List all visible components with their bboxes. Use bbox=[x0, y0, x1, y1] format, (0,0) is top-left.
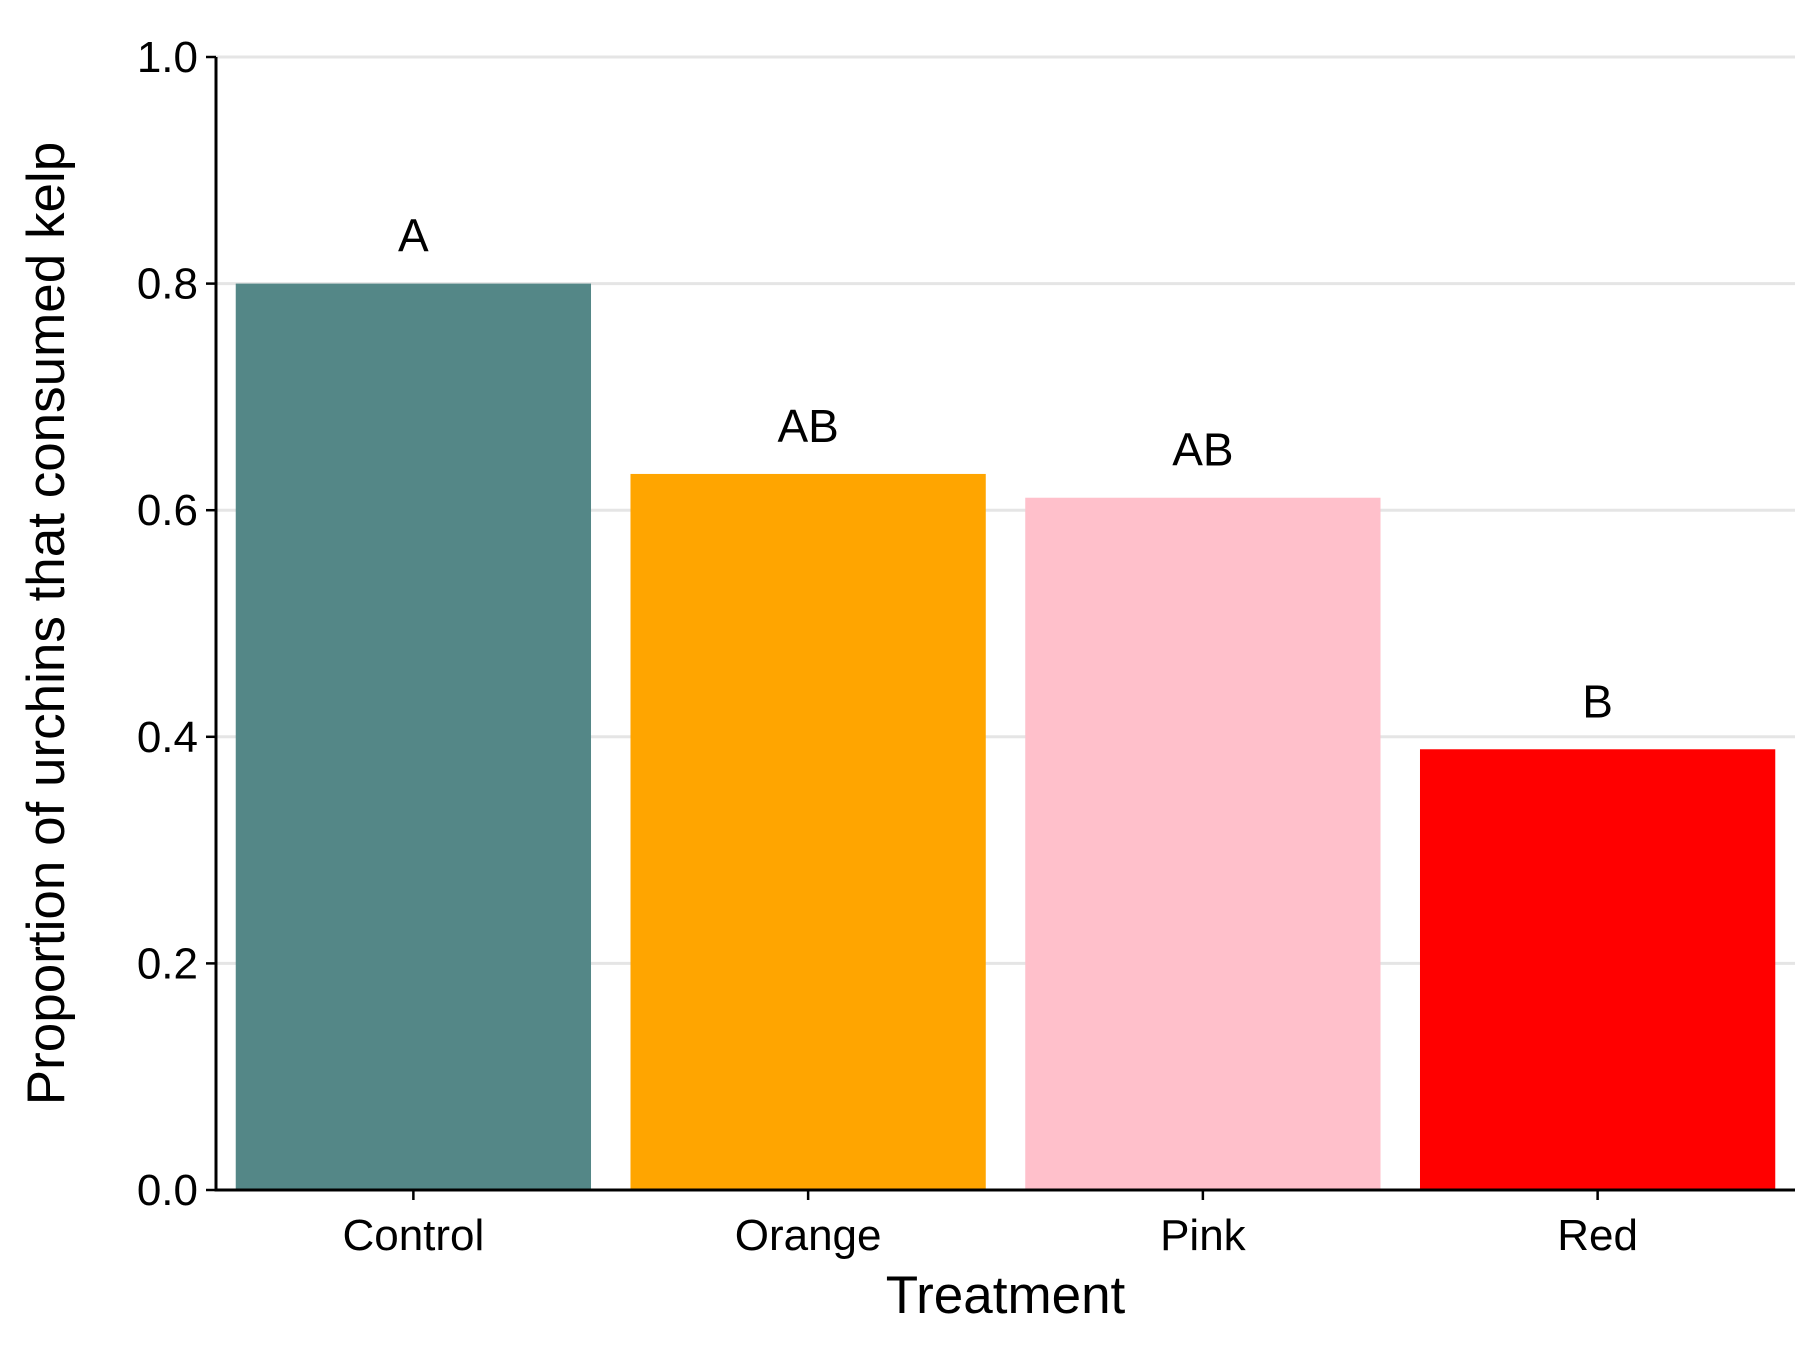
x-tick-label: Control bbox=[342, 1211, 484, 1260]
x-tick-label: Pink bbox=[1160, 1211, 1247, 1260]
bar-control bbox=[235, 283, 592, 1191]
bar-annotation: A bbox=[398, 210, 429, 262]
bar-annotation: AB bbox=[1172, 424, 1233, 476]
x-ticks: Control Orange Pink Red bbox=[342, 1190, 1638, 1260]
y-axis-title: Proportion of urchins that consumed kelp bbox=[17, 142, 76, 1105]
bar-pink bbox=[1025, 497, 1381, 1190]
x-axis-title: Treatment bbox=[886, 1266, 1126, 1325]
y-ticks: 0.0 0.2 0.4 0.6 0.8 1.0 bbox=[137, 33, 216, 1215]
y-tick-label: 1.0 bbox=[137, 33, 198, 82]
bars bbox=[235, 283, 1776, 1191]
bar-orange bbox=[630, 473, 986, 1191]
axes bbox=[214, 57, 1795, 1192]
y-tick-label: 0.0 bbox=[137, 1166, 198, 1215]
x-tick-label: Red bbox=[1557, 1211, 1638, 1260]
bar-annotation: AB bbox=[777, 400, 838, 452]
bar-annotation: B bbox=[1582, 675, 1613, 727]
bar-annotations: A AB AB B bbox=[398, 210, 1613, 728]
x-tick-label: Orange bbox=[735, 1211, 882, 1260]
y-tick-label: 0.6 bbox=[137, 486, 198, 535]
bar-red bbox=[1419, 749, 1776, 1190]
y-tick-label: 0.4 bbox=[137, 713, 198, 762]
y-tick-label: 0.8 bbox=[137, 260, 198, 309]
y-tick-label: 0.2 bbox=[137, 939, 198, 988]
